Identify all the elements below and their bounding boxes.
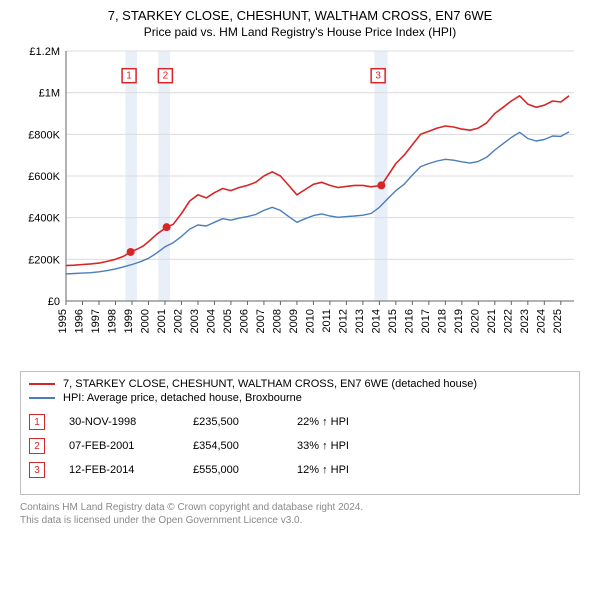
svg-text:2016: 2016 [403, 309, 415, 333]
chart-title: 7, STARKEY CLOSE, CHESHUNT, WALTHAM CROS… [10, 8, 590, 23]
chart-plot-area: £0 £200K £400K £600K £800K £1M £1.2M 1995 1996 19… [20, 45, 580, 365]
sale-marker-date: 30-NOV-1998 [69, 416, 169, 428]
sale-marker-row: 2 07-FEB-2001 £354,500 33% ↑ HPI [29, 438, 571, 454]
license-line: This data is licensed under the Open Gov… [20, 514, 580, 527]
svg-text:£1.2M: £1.2M [29, 46, 60, 58]
svg-text:2004: 2004 [205, 309, 217, 333]
legend-swatch [29, 383, 55, 385]
svg-text:£1M: £1M [39, 88, 60, 100]
svg-text:2021: 2021 [486, 309, 498, 333]
svg-text:£800K: £800K [28, 129, 60, 141]
svg-text:2023: 2023 [519, 309, 531, 333]
svg-text:2010: 2010 [304, 309, 316, 333]
svg-text:2008: 2008 [271, 309, 283, 333]
sale-marker-hpi-delta: 33% ↑ HPI [297, 440, 397, 452]
svg-text:2009: 2009 [288, 309, 300, 333]
legend: 7, STARKEY CLOSE, CHESHUNT, WALTHAM CROS… [29, 378, 571, 404]
sale-marker-price: £555,000 [193, 464, 273, 476]
sale-marker-hpi-delta: 12% ↑ HPI [297, 464, 397, 476]
sale-marker-index: 2 [29, 438, 45, 454]
svg-text:2014: 2014 [370, 309, 382, 333]
svg-text:£400K: £400K [28, 213, 60, 225]
legend-swatch [29, 397, 55, 399]
chart-container: 7, STARKEY CLOSE, CHESHUNT, WALTHAM CROS… [0, 0, 600, 527]
legend-label: 7, STARKEY CLOSE, CHESHUNT, WALTHAM CROS… [63, 378, 477, 390]
svg-text:2024: 2024 [535, 309, 547, 333]
svg-text:£200K: £200K [28, 254, 60, 266]
legend-item: 7, STARKEY CLOSE, CHESHUNT, WALTHAM CROS… [29, 378, 571, 390]
svg-text:2025: 2025 [552, 309, 564, 333]
svg-text:1996: 1996 [73, 309, 85, 333]
svg-text:1998: 1998 [106, 309, 118, 333]
sale-marker-date: 07-FEB-2001 [69, 440, 169, 452]
svg-text:1999: 1999 [123, 309, 135, 333]
svg-text:1997: 1997 [90, 309, 102, 333]
license-line: Contains HM Land Registry data © Crown c… [20, 501, 580, 514]
sale-marker-row: 3 12-FEB-2014 £555,000 12% ↑ HPI [29, 462, 571, 478]
svg-text:2012: 2012 [337, 309, 349, 333]
sale-marker-row: 1 30-NOV-1998 £235,500 22% ↑ HPI [29, 414, 571, 430]
svg-text:£0: £0 [48, 296, 60, 308]
svg-text:2020: 2020 [469, 309, 481, 333]
legend-label: HPI: Average price, detached house, Brox… [63, 392, 302, 404]
svg-text:3: 3 [375, 71, 381, 82]
sale-marker-price: £235,500 [193, 416, 273, 428]
license-text: Contains HM Land Registry data © Crown c… [20, 501, 580, 527]
sale-marker-hpi-delta: 22% ↑ HPI [297, 416, 397, 428]
sale-marker-date: 12-FEB-2014 [69, 464, 169, 476]
svg-text:1: 1 [126, 71, 132, 82]
svg-text:2: 2 [163, 71, 169, 82]
svg-text:2003: 2003 [189, 309, 201, 333]
svg-text:2006: 2006 [238, 309, 250, 333]
svg-text:2000: 2000 [139, 309, 151, 333]
svg-text:2019: 2019 [453, 309, 465, 333]
svg-text:2005: 2005 [222, 309, 234, 333]
svg-text:2007: 2007 [255, 309, 267, 333]
sale-marker-table: 1 30-NOV-1998 £235,500 22% ↑ HPI 2 07-FEB-200… [29, 414, 571, 478]
legend-item: HPI: Average price, detached house, Brox… [29, 392, 571, 404]
svg-text:2018: 2018 [436, 309, 448, 333]
chart-svg: £0 £200K £400K £600K £800K £1M £1.2M 1995 1996 19… [20, 45, 580, 365]
svg-text:2002: 2002 [172, 309, 184, 333]
svg-text:2013: 2013 [354, 309, 366, 333]
svg-text:£600K: £600K [28, 171, 60, 183]
svg-text:2017: 2017 [420, 309, 432, 333]
svg-text:2001: 2001 [156, 309, 168, 333]
svg-text:2015: 2015 [387, 309, 399, 333]
svg-text:2011: 2011 [321, 309, 333, 333]
legend-and-markers-panel: 7, STARKEY CLOSE, CHESHUNT, WALTHAM CROS… [20, 371, 580, 495]
svg-text:1995: 1995 [57, 309, 69, 333]
svg-text:2022: 2022 [502, 309, 514, 333]
sale-marker-index: 3 [29, 462, 45, 478]
chart-subtitle: Price paid vs. HM Land Registry's House … [10, 25, 590, 39]
sale-marker-index: 1 [29, 414, 45, 430]
sale-marker-price: £354,500 [193, 440, 273, 452]
